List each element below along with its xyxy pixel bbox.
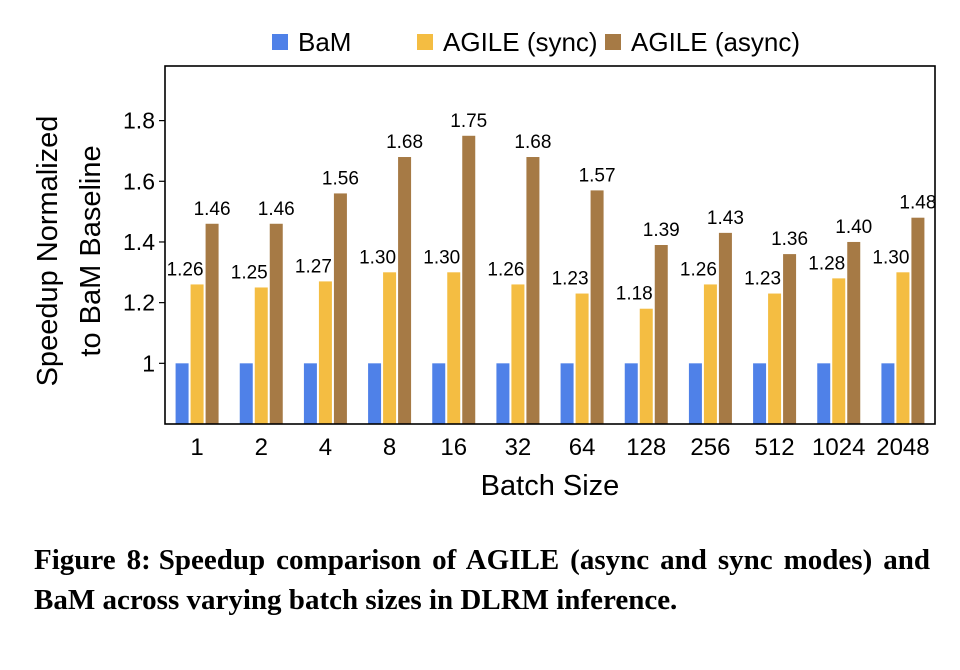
x-tick-label: 32 [505,434,532,461]
bar-agile-sync--128 [639,308,653,424]
data-label: 1.26 [487,259,524,280]
x-tick-label: 512 [755,434,795,461]
bar-bam-16 [432,363,446,424]
data-label: 1.27 [295,256,332,277]
data-label: 1.30 [872,247,909,268]
bar-agile-sync--4 [318,281,332,424]
legend-label: BaM [298,27,351,57]
x-axis-label: Batch Size [481,470,620,502]
bar-agile-async--64 [590,190,604,424]
bar-agile-async--256 [718,232,732,424]
data-label: 1.18 [616,284,653,305]
data-label: 1.48 [899,193,936,214]
x-axis-ticks: 1 2 4 8 16 32 64 128 256 512 1024 2048 [190,434,929,461]
legend-label: AGILE (sync) [443,27,598,57]
y-axis-ticks: 1 1.2 1.4 1.6 1.8 [123,108,165,376]
x-tick-label: 1024 [812,434,865,461]
bar-bam-1024 [817,363,831,424]
bar-series-group [175,135,925,424]
data-label: 1.46 [194,199,231,220]
data-label: 1.40 [835,217,872,238]
data-label: 1.25 [231,262,268,283]
x-tick-label: 8 [383,434,396,461]
data-label: 1.68 [386,132,423,153]
x-tick-label: 4 [319,434,332,461]
bar-agile-async--32 [526,157,540,424]
legend-swatch [605,34,621,50]
bar-agile-async--128 [654,245,668,424]
x-tick-label: 64 [569,434,596,461]
data-label: 1.30 [359,247,396,268]
x-tick-label: 256 [690,434,730,461]
data-label: 1.43 [707,208,744,229]
x-tick-label: 1 [190,434,203,461]
bar-agile-async--8 [398,157,412,424]
y-axis-label-line: Speedup Normalized [32,116,64,387]
bar-agile-sync--1 [190,284,204,424]
data-label: 1.39 [643,220,680,241]
bar-bam-1 [175,363,189,424]
legend-label: AGILE (async) [631,27,800,57]
data-label: 1.57 [579,165,616,186]
x-tick-label: 128 [626,434,666,461]
y-tick-label: 1.6 [123,168,155,194]
bar-bam-64 [560,363,574,424]
bar-agile-sync--16 [447,272,461,424]
y-tick-label: 1.2 [123,290,155,316]
bar-bam-2 [239,363,253,424]
bar-agile-async--1024 [847,241,861,424]
x-tick-label: 16 [440,434,467,461]
bar-agile-sync--8 [383,272,397,424]
caption-label: Figure 8: [34,544,151,576]
data-label: 1.28 [808,253,845,274]
bar-bam-2048 [881,363,895,424]
bar-bam-512 [753,363,767,424]
speedup-bar-chart: BaM AGILE (sync) AGILE (async) Speedup Nor… [32,27,937,502]
figure-caption: Figure 8: Speedup comparison of AGILE (as… [34,540,930,620]
data-label: 1.56 [322,168,359,189]
plot-area-frame [164,65,936,425]
bar-agile-sync--2 [254,287,268,424]
y-axis-label: Speedup Normalized to BaM Baseline [32,116,107,387]
data-label: 1.23 [744,269,781,290]
data-label: 1.36 [771,229,808,250]
bar-bam-4 [303,363,317,424]
x-tick-label: 2048 [876,434,929,461]
y-tick-label: 1 [142,350,155,376]
bar-agile-sync--512 [768,293,782,424]
bar-agile-async--4 [333,193,347,424]
data-label: 1.68 [514,132,551,153]
data-labels-group: 1.26 1.25 1.27 1.30 1.30 1.26 1.23 1.18 1.26 1.23… [167,111,937,305]
bar-agile-sync--64 [575,293,589,424]
caption-text: Speedup comparison of AGILE (async and s… [34,544,930,616]
bar-bam-128 [624,363,638,424]
bar-agile-sync--32 [511,284,525,424]
bar-agile-async--1 [205,223,219,424]
y-tick-label: 1.8 [123,108,155,134]
data-label: 1.26 [167,259,204,280]
bar-agile-async--512 [783,254,797,424]
bar-agile-async--16 [462,135,476,424]
legend-swatch [417,34,433,50]
chart-legend: BaM AGILE (sync) AGILE (async) [272,27,800,57]
data-label: 1.46 [258,199,295,220]
data-label: 1.30 [423,247,460,268]
bar-bam-256 [688,363,702,424]
bar-agile-sync--2048 [896,272,910,424]
bar-agile-async--2 [269,223,283,424]
y-axis-label-line: to BaM Baseline [75,145,107,356]
bar-agile-async--2048 [911,217,925,424]
data-label: 1.75 [450,111,487,132]
data-label: 1.26 [680,259,717,280]
bar-bam-8 [368,363,382,424]
data-label: 1.23 [552,269,589,290]
x-tick-label: 2 [255,434,268,461]
bar-bam-32 [496,363,510,424]
bar-agile-sync--256 [703,284,717,424]
bar-agile-sync--1024 [832,278,846,424]
legend-swatch [272,34,288,50]
y-tick-label: 1.4 [123,229,155,255]
